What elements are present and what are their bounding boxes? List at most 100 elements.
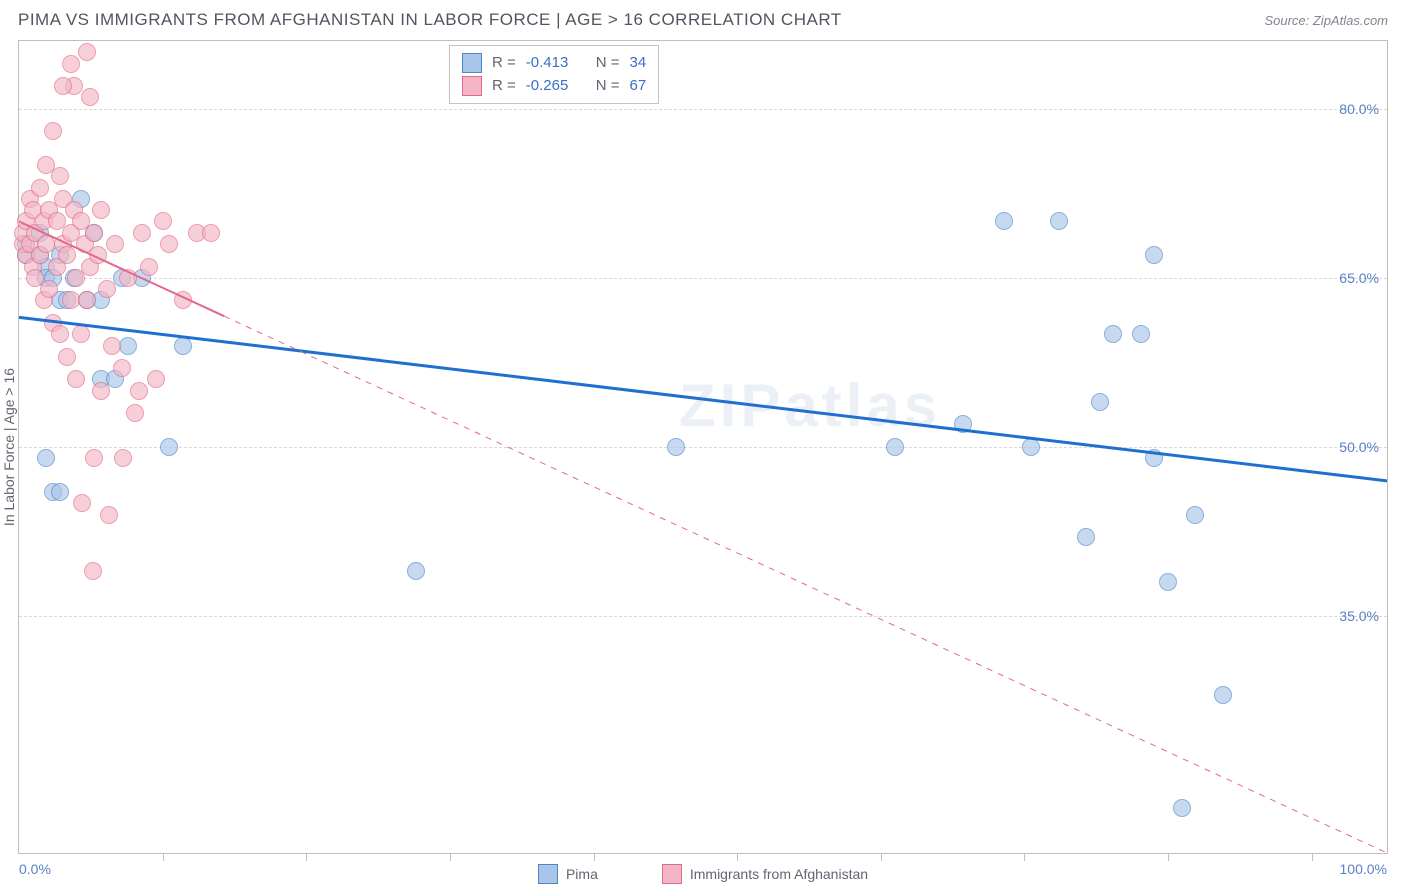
data-point xyxy=(1091,393,1109,411)
y-tick-label: 35.0% xyxy=(1339,608,1379,624)
data-point xyxy=(31,179,49,197)
gridline-h xyxy=(19,447,1387,448)
data-point xyxy=(51,325,69,343)
y-tick-label: 65.0% xyxy=(1339,270,1379,286)
data-point xyxy=(154,212,172,230)
data-point xyxy=(85,224,103,242)
data-point xyxy=(72,325,90,343)
stat-n-value: 67 xyxy=(630,75,647,98)
stat-n-label: N = xyxy=(596,75,620,98)
data-point xyxy=(81,88,99,106)
data-point xyxy=(130,382,148,400)
data-point xyxy=(886,438,904,456)
data-point xyxy=(62,55,80,73)
x-tick-mark xyxy=(1312,853,1313,861)
data-point xyxy=(174,337,192,355)
gridline-h xyxy=(19,109,1387,110)
data-point xyxy=(114,449,132,467)
data-point xyxy=(98,280,116,298)
data-point xyxy=(40,280,58,298)
data-point xyxy=(78,291,96,309)
y-tick-label: 50.0% xyxy=(1339,439,1379,455)
data-point xyxy=(58,348,76,366)
x-tick-mark xyxy=(1168,853,1169,861)
stat-r-label: R = xyxy=(492,75,516,98)
x-tick-mark xyxy=(450,853,451,861)
data-point xyxy=(147,370,165,388)
legend-swatch xyxy=(462,53,482,73)
data-point xyxy=(126,404,144,422)
legend-swatch xyxy=(462,76,482,96)
stat-r-label: R = xyxy=(492,52,516,75)
stat-r-value: -0.413 xyxy=(526,52,586,75)
data-point xyxy=(1173,799,1191,817)
data-point xyxy=(113,359,131,377)
data-point xyxy=(1132,325,1150,343)
data-point xyxy=(160,235,178,253)
data-point xyxy=(103,337,121,355)
data-point xyxy=(1145,449,1163,467)
data-point xyxy=(1159,573,1177,591)
gridline-h xyxy=(19,278,1387,279)
data-point xyxy=(160,438,178,456)
data-point xyxy=(78,43,96,61)
data-point xyxy=(1145,246,1163,264)
y-tick-label: 80.0% xyxy=(1339,101,1379,117)
data-point xyxy=(92,201,110,219)
data-point xyxy=(37,235,55,253)
data-point xyxy=(44,122,62,140)
x-tick-mark xyxy=(594,853,595,861)
data-point xyxy=(133,224,151,242)
data-point xyxy=(1104,325,1122,343)
data-point xyxy=(89,246,107,264)
data-point xyxy=(174,291,192,309)
x-tick-mark xyxy=(306,853,307,861)
data-point xyxy=(54,77,72,95)
stats-legend-box: R = -0.413 N = 34 R = -0.265 N = 67 xyxy=(449,45,659,104)
data-point xyxy=(995,212,1013,230)
stats-row: R = -0.265 N = 67 xyxy=(462,75,646,98)
data-point xyxy=(1186,506,1204,524)
data-point xyxy=(67,370,85,388)
x-tick-mark xyxy=(163,853,164,861)
legend-swatch xyxy=(662,864,682,884)
stat-r-value: -0.265 xyxy=(526,75,586,98)
data-point xyxy=(119,337,137,355)
x-tick-mark xyxy=(737,853,738,861)
chart-title: PIMA VS IMMIGRANTS FROM AFGHANISTAN IN L… xyxy=(18,10,842,30)
data-point xyxy=(92,382,110,400)
legend-item: Pima xyxy=(538,864,598,884)
legend-item: Immigrants from Afghanistan xyxy=(662,864,868,884)
data-point xyxy=(85,449,103,467)
data-point xyxy=(62,291,80,309)
legend-label: Immigrants from Afghanistan xyxy=(690,866,868,882)
data-point xyxy=(106,235,124,253)
data-point xyxy=(140,258,158,276)
data-point xyxy=(37,449,55,467)
data-point xyxy=(954,415,972,433)
data-point xyxy=(1214,686,1232,704)
stat-n-label: N = xyxy=(596,52,620,75)
data-point xyxy=(51,483,69,501)
chart-area: In Labor Force | Age > 16 35.0%50.0%65.0… xyxy=(18,40,1388,854)
data-point xyxy=(51,167,69,185)
bottom-legend: Pima Immigrants from Afghanistan xyxy=(0,864,1406,884)
data-point xyxy=(667,438,685,456)
data-point xyxy=(1077,528,1095,546)
stats-row: R = -0.413 N = 34 xyxy=(462,52,646,75)
x-tick-mark xyxy=(881,853,882,861)
source-text: Source: ZipAtlas.com xyxy=(1264,13,1388,28)
data-point xyxy=(100,506,118,524)
data-point xyxy=(202,224,220,242)
data-point xyxy=(84,562,102,580)
data-point xyxy=(58,246,76,264)
x-tick-mark xyxy=(1024,853,1025,861)
legend-label: Pima xyxy=(566,866,598,882)
data-point xyxy=(407,562,425,580)
data-point xyxy=(1050,212,1068,230)
y-axis-label: In Labor Force | Age > 16 xyxy=(1,368,17,526)
data-point xyxy=(73,494,91,512)
stat-n-value: 34 xyxy=(630,52,647,75)
data-point xyxy=(1022,438,1040,456)
data-point xyxy=(119,269,137,287)
